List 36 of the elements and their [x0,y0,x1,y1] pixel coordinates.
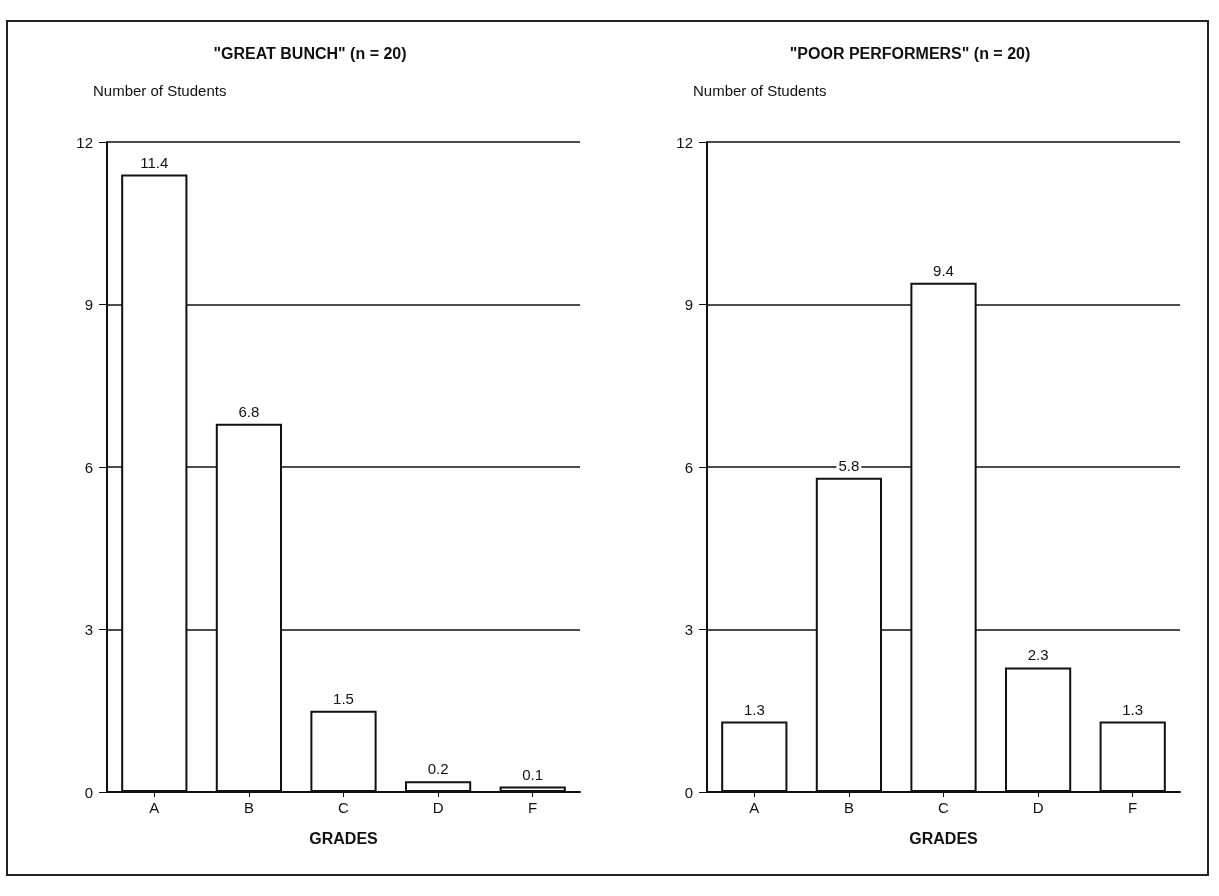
y-tick-label: 6 [84,458,93,476]
y-tick-label: 0 [684,783,693,801]
x-axis-title: GRADES [309,829,379,847]
x-tick-label: C [338,799,350,816]
data-label: 0.2 [427,760,449,778]
data-label: 0.1 [522,765,544,783]
y-tick-label: 0 [84,783,93,801]
y-tick-label: 12 [76,133,93,151]
x-tick-label: A [149,799,160,816]
x-tick-label: C [938,799,950,816]
data-label: 2.3 [1027,646,1049,664]
x-tick-label: F [1128,799,1138,816]
chart-title: "POOR PERFORMERS" (n = 20) [789,44,1031,62]
x-tick-label: F [528,799,538,816]
x-tick-label: A [749,799,760,816]
y-tick-label: 9 [684,296,693,313]
y-tick-label: 9 [84,296,93,313]
data-label: 5.8 [838,456,860,474]
data-label: 11.4 [140,153,169,171]
data-label: 1.5 [333,689,354,707]
y-axis-title: Number of Students [693,82,827,99]
x-tick-label: B [843,799,854,816]
x-tick-label: D [432,799,444,816]
data-label: 1.3 [743,700,765,718]
y-tick-label: 3 [684,621,693,638]
data-label: 6.8 [238,402,260,420]
x-axis-title: GRADES [909,829,979,847]
x-tick-label: B [243,799,254,816]
x-tick-label: D [1032,799,1044,816]
chart-title: "GREAT BUNCH" (n = 20) [213,44,407,62]
data-label: 9.4 [933,261,954,279]
data-label: 1.3 [1122,700,1144,718]
y-tick-label: 12 [676,133,693,151]
y-axis-title: Number of Students [93,82,227,99]
y-tick-label: 3 [84,621,93,638]
y-tick-label: 6 [684,458,693,476]
